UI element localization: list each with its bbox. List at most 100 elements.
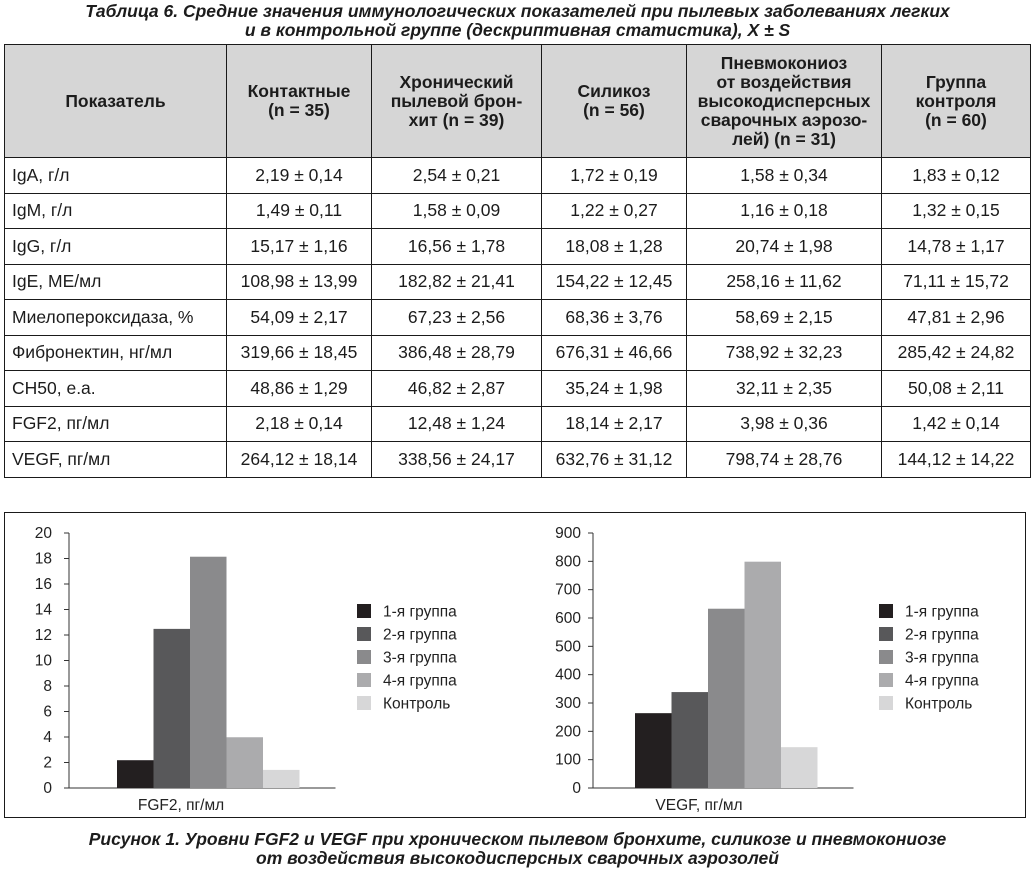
legend-label: 4-я группа [383, 673, 457, 690]
legend-label: 2-я группа [905, 627, 979, 644]
legend-swatch [879, 650, 893, 664]
legend-label: Контроль [383, 696, 450, 713]
y-tick-label: 800 [555, 553, 581, 570]
column-header: Силикоз (n = 56) [541, 44, 687, 158]
y-tick-label: 200 [555, 723, 581, 740]
value-cell: 46,82 ± 2,87 [371, 370, 542, 407]
table-row: CH50, е.а. 48,86 ± 1,29 46,82 ± 2,87 35,24 … [4, 370, 1031, 407]
legend-label: Контроль [905, 696, 972, 713]
table-row: VEGF, пг/мл 264,12 ± 18,14 338,56 ± 24,17 6… [4, 441, 1031, 478]
column-header-line: Хронический [399, 71, 514, 92]
row-label-cell: FGF2, пг/мл [4, 405, 227, 442]
legend-swatch [357, 650, 371, 664]
value-cell: 154,22 ± 12,45 [541, 263, 687, 300]
column-header-line: хит (n = 39) [408, 109, 505, 130]
value-cell: 1,58 ± 0,34 [686, 157, 882, 194]
value-cell: 1,58 ± 0,09 [371, 192, 542, 229]
row-label-cell: CH50, е.а. [4, 370, 227, 407]
column-header: Группа контроля (n = 60) [881, 44, 1031, 158]
value-cell: 1,83 ± 0,12 [881, 157, 1031, 194]
table-caption: Таблица 6. Средние значения иммунологиче… [0, 2, 1035, 40]
value-cell: 18,08 ± 1,28 [541, 228, 687, 265]
value-cell: 319,66 ± 18,45 [226, 334, 372, 371]
y-tick-label: 0 [43, 780, 52, 797]
legend-swatch [879, 604, 893, 618]
row-label-cell: Миелопероксидаза, % [4, 299, 227, 336]
bar [781, 747, 818, 788]
value-cell: 1,32 ± 0,15 [881, 192, 1031, 229]
value-cell: 54,09 ± 2,17 [226, 299, 372, 336]
bar [190, 556, 227, 788]
legend-label: 4-я группа [905, 673, 979, 690]
value-cell: 1,72 ± 0,19 [541, 157, 687, 194]
bar [635, 713, 672, 788]
value-cell: 58,69 ± 2,15 [686, 299, 882, 336]
y-tick-label: 16 [35, 576, 52, 593]
column-header-line: Показатель [65, 90, 166, 111]
vegf-chart: 0 100 200 300 400 500 600 700 800 900 VEGF, пг/мл 1… [555, 525, 979, 814]
legend: 1-я группа 2-я группа 3-я группа 4-я группа… [357, 604, 457, 713]
table-caption-line-1: Таблица 6. Средние значения иммунологиче… [85, 1, 950, 21]
value-cell: 264,12 ± 18,14 [226, 441, 372, 478]
y-tick-label: 900 [555, 525, 581, 542]
value-cell: 18,14 ± 2,17 [541, 405, 687, 442]
column-header: Хронический пылевой брон-хит (n = 39) [371, 44, 542, 158]
y-tick-label: 6 [43, 704, 52, 721]
y-tick-label: 400 [555, 667, 581, 684]
y-tick-label: 2 [43, 755, 52, 772]
y-tick-label: 14 [35, 602, 53, 619]
y-tick-label: 12 [35, 627, 52, 644]
value-cell: 35,24 ± 1,98 [541, 370, 687, 407]
column-header-line: Группа [925, 71, 987, 92]
legend-label: 2-я группа [383, 627, 457, 644]
column-header-line: пылевой брон- [390, 90, 523, 111]
value-cell: 258,16 ± 11,62 [686, 263, 882, 300]
figure-caption: Рисунок 1. Уровни FGF2 и VEGF при хронич… [0, 830, 1035, 868]
table-row: IgM, г/л 1,49 ± 0,11 1,58 ± 0,09 1,22 ± 0,2… [4, 192, 1031, 229]
bar [117, 760, 154, 788]
bar [153, 628, 190, 788]
row-label-cell: Фибронектин, нг/мл [4, 334, 227, 371]
y-tick-label: 700 [555, 582, 581, 599]
bar [263, 769, 300, 788]
value-cell: 71,11 ± 15,72 [881, 263, 1031, 300]
table-row: IgE, МЕ/мл 108,98 ± 13,99 182,82 ± 21,41 15… [4, 263, 1031, 300]
value-cell: 20,74 ± 1,98 [686, 228, 882, 265]
column-header-line: (n = 56) [583, 100, 645, 120]
y-tick-label: 300 [555, 695, 581, 712]
value-cell: 15,17 ± 1,16 [226, 228, 372, 265]
y-tick-label: 20 [35, 525, 53, 542]
column-header-line: Силикоз [577, 81, 651, 101]
value-cell: 1,49 ± 0,11 [226, 192, 372, 229]
value-cell: 1,22 ± 0,27 [541, 192, 687, 229]
table-row: Миелопероксидаза, % 54,09 ± 2,17 67,23 ± 2… [4, 299, 1031, 336]
table-row: IgA, г/л 2,19 ± 0,14 2,54 ± 0,21 1,72 ± 0,1… [4, 157, 1031, 194]
table-row: FGF2, пг/мл 2,18 ± 0,14 12,48 ± 1,24 18,14 … [4, 405, 1031, 442]
y-tick-label: 600 [555, 610, 581, 627]
bar [708, 608, 745, 788]
immunology-table: Показатель Контактные (n = 35) Хронический п… [4, 44, 1031, 478]
value-cell: 47,81 ± 2,96 [881, 299, 1031, 336]
y-tick-label: 0 [572, 780, 581, 797]
table-body: IgA, г/л 2,19 ± 0,14 2,54 ± 0,21 1,72 ± 0,1… [4, 157, 1031, 478]
value-cell: 50,08 ± 2,11 [881, 370, 1031, 407]
value-cell: 386,48 ± 28,79 [371, 334, 542, 371]
column-header: Пневмокониоз от воздействия высокодисперсн… [686, 44, 882, 158]
y-tick-label: 500 [555, 638, 581, 655]
value-cell: 2,18 ± 0,14 [226, 405, 372, 442]
value-cell: 676,31 ± 46,66 [541, 334, 687, 371]
table-header-row: Показатель Контактные (n = 35) Хронический п… [4, 44, 1031, 158]
value-cell: 48,86 ± 1,29 [226, 370, 372, 407]
column-header: Показатель [4, 44, 227, 158]
table-caption-line-2: и в контрольной группе (дескриптивная ст… [244, 20, 791, 40]
y-tick-label: 4 [43, 729, 52, 746]
bar [226, 737, 263, 788]
row-label-cell: IgA, г/л [4, 157, 227, 194]
value-cell: 32,11 ± 2,35 [686, 370, 882, 407]
legend-label: 3-я группа [905, 650, 979, 667]
figure-caption-line-1: Рисунок 1. Уровни FGF2 и VEGF при хронич… [88, 829, 947, 849]
table-row: Фибронектин, нг/мл 319,66 ± 18,45 386,48 ±… [4, 334, 1031, 371]
value-cell: 3,98 ± 0,36 [686, 405, 882, 442]
value-cell: 108,98 ± 13,99 [226, 263, 372, 300]
legend-swatch [357, 673, 371, 687]
